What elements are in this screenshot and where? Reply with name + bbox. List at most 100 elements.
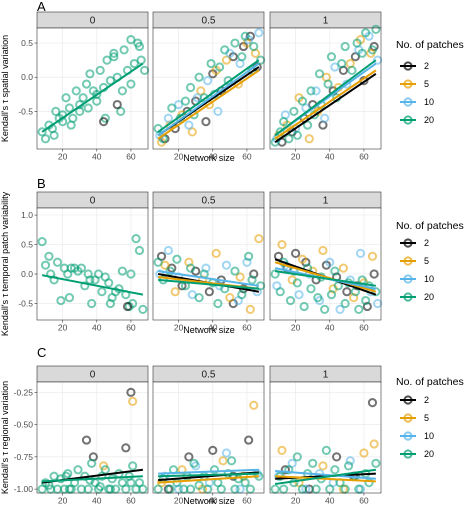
data-point: [194, 72, 204, 82]
legend-label: 20: [424, 115, 434, 125]
y-tick-label: 0.5: [21, 38, 33, 48]
data-point: [170, 287, 180, 297]
legend-title: No. of patches: [396, 220, 464, 232]
legend-label: 2: [424, 238, 429, 248]
legend-label: 20: [424, 449, 434, 459]
data-point: [206, 58, 216, 69]
data-point: [330, 62, 340, 72]
data-point: [318, 245, 328, 256]
data-point: [245, 304, 255, 314]
data-point: [196, 86, 206, 96]
data-point: [285, 295, 296, 306]
y-tick-label: -0.25: [14, 387, 34, 397]
fit-line: [158, 475, 259, 484]
x-tick-label: 20: [174, 496, 184, 506]
y-axis-title: Kendall's τ spatial variation: [0, 35, 10, 142]
data-point: [225, 293, 235, 303]
fit-line: [275, 470, 376, 480]
data-point: [297, 96, 308, 106]
fit-line: [274, 261, 377, 293]
panel-border: [269, 381, 382, 494]
fit-line: [275, 475, 376, 483]
data-point: [209, 465, 220, 475]
data-point: [247, 275, 257, 285]
fit-line: [157, 59, 260, 133]
data-point: [87, 298, 97, 309]
data-point: [102, 55, 112, 65]
legend-label: 5: [424, 79, 429, 89]
panel-label: B: [37, 176, 46, 191]
data-point: [194, 480, 204, 490]
data-point: [99, 117, 109, 127]
data-point: [100, 465, 110, 475]
data-point: [218, 456, 228, 466]
data-point: [97, 287, 107, 297]
data-point: [73, 465, 83, 475]
data-point: [369, 269, 379, 279]
x-tick-label: 60: [126, 323, 136, 333]
data-point: [174, 99, 184, 110]
data-point: [76, 263, 87, 273]
legend-label: 5: [424, 413, 429, 423]
legend-label: 20: [424, 292, 434, 302]
data-point: [104, 278, 114, 288]
data-point: [122, 301, 133, 312]
legend-label: 2: [424, 395, 429, 405]
data-point: [240, 478, 250, 488]
x-tick-label: 20: [58, 496, 68, 506]
data-point: [81, 435, 92, 445]
fit-line: [274, 72, 377, 143]
data-point: [361, 295, 371, 306]
data-point: [201, 117, 211, 127]
data-point: [233, 474, 243, 484]
data-point: [326, 290, 337, 300]
data-point: [306, 284, 316, 294]
data-point: [347, 65, 357, 75]
data-point: [117, 86, 127, 96]
data-point: [237, 52, 247, 62]
x-tick-label: 60: [242, 323, 252, 333]
panel-border: [36, 207, 149, 321]
fit-line: [157, 270, 260, 287]
x-tick-label: 60: [126, 496, 136, 506]
legend-key-marker: [403, 449, 413, 459]
fit-line: [41, 62, 144, 133]
panel-border: [269, 27, 382, 150]
data-point: [320, 304, 330, 314]
data-point: [71, 86, 81, 96]
x-tick-label: 60: [359, 323, 369, 333]
fit-line: [274, 468, 377, 485]
data-point: [221, 55, 232, 65]
data-point: [357, 48, 367, 58]
data-point: [292, 130, 302, 140]
data-point: [83, 103, 93, 113]
legend-key-marker: [403, 97, 413, 107]
data-point: [126, 387, 136, 397]
panel-border: [36, 27, 149, 150]
y-axis-title: Kendall's τ temporal patch variability: [0, 191, 10, 336]
facet-strip-label: 0: [90, 196, 96, 207]
x-tick-label: 20: [291, 323, 301, 333]
x-tick-label: 60: [126, 152, 136, 162]
data-point: [126, 35, 136, 45]
panel-border: [152, 381, 265, 494]
data-point: [297, 254, 308, 264]
data-point: [95, 65, 105, 75]
data-point: [343, 461, 354, 471]
legend-key-marker: [403, 256, 413, 266]
data-point: [172, 254, 182, 264]
data-point: [163, 245, 173, 256]
data-point: [129, 58, 139, 69]
data-point: [128, 396, 138, 406]
data-point: [345, 456, 355, 466]
y-tick-label: -0.50: [14, 420, 34, 430]
data-point: [105, 76, 116, 86]
data-point: [75, 106, 85, 117]
data-point: [185, 82, 196, 93]
data-point: [78, 93, 88, 103]
data-point: [81, 79, 92, 89]
data-point: [204, 287, 214, 297]
x-tick-label: 40: [208, 496, 218, 506]
data-point: [326, 52, 337, 62]
y-tick-label: -1.00: [14, 484, 34, 494]
